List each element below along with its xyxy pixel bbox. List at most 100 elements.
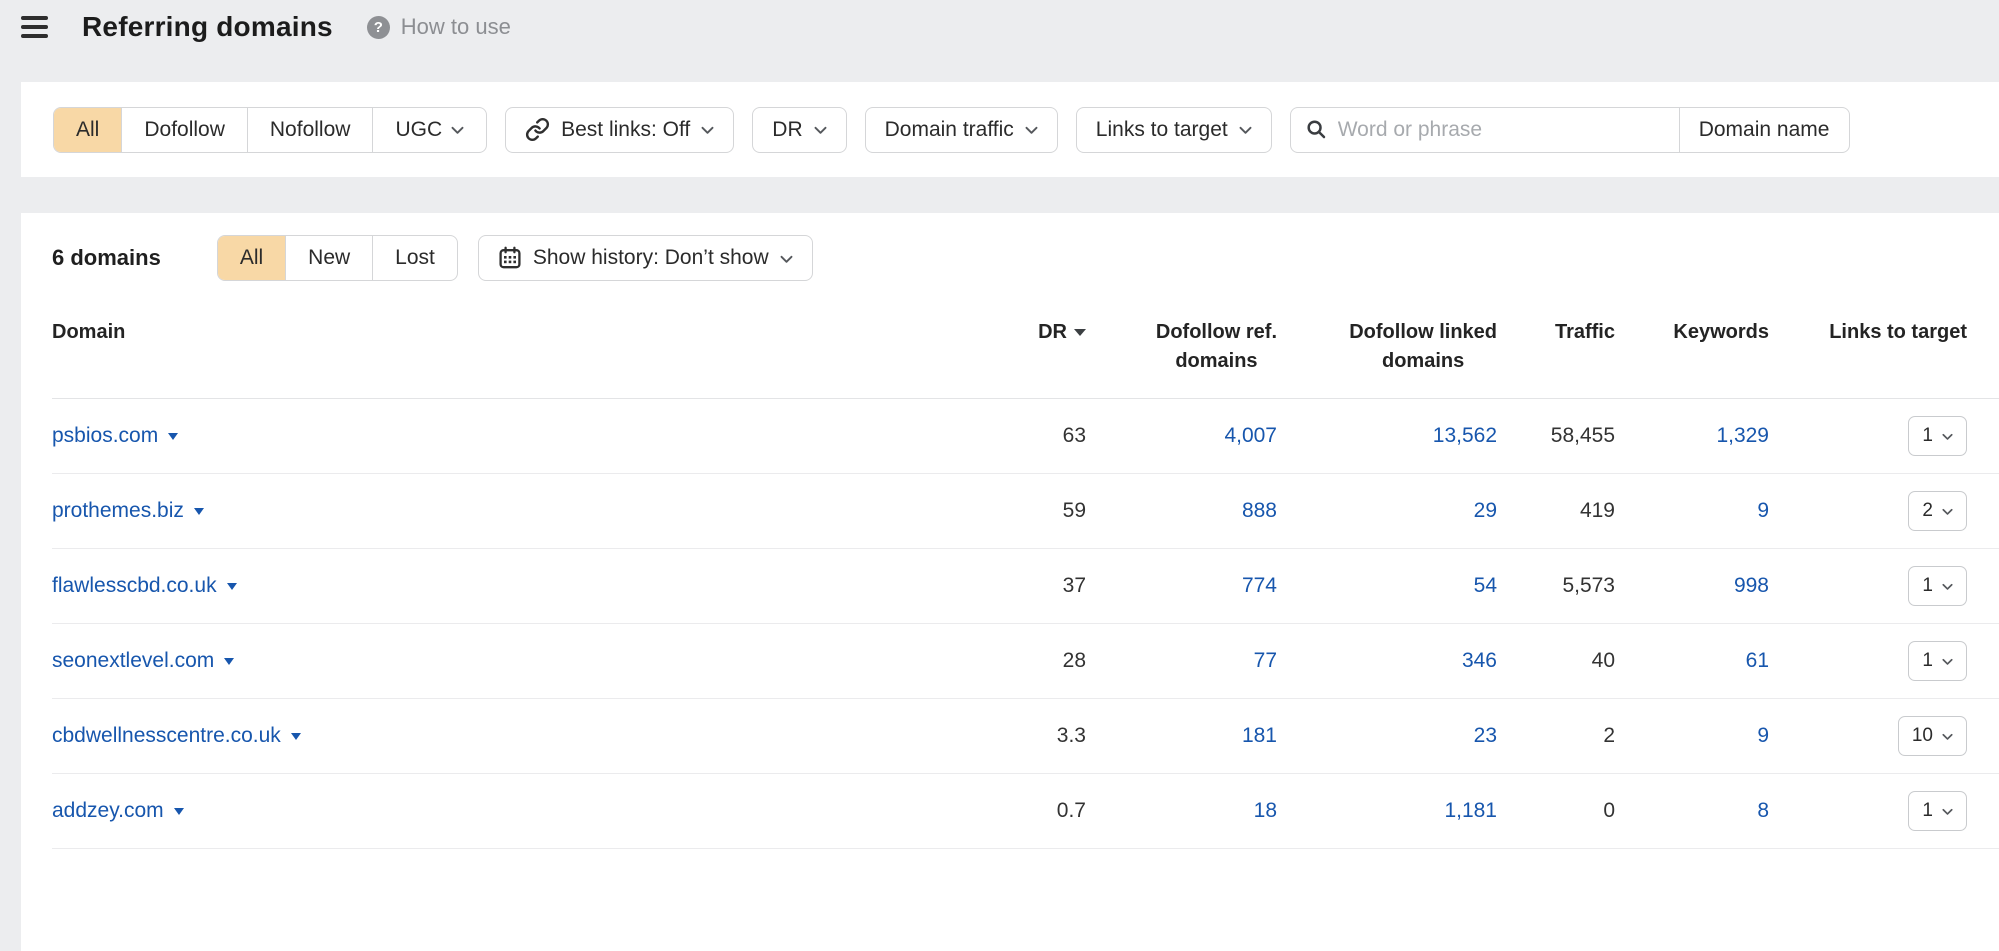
col-header-keywords-label: Keywords	[1673, 321, 1769, 343]
chevron-down-icon	[1942, 583, 1953, 590]
keywords-link[interactable]: 1,329	[1716, 424, 1769, 447]
domain-link[interactable]: seonextlevel.com	[52, 649, 215, 672]
dofollow-linked-domains-link[interactable]: 54	[1473, 574, 1497, 597]
table-header-row: Domain DR Dofollow ref. domains Dofollow …	[52, 318, 1999, 399]
best-links-filter-button[interactable]: Best links: Off	[505, 106, 735, 153]
how-to-use-link[interactable]: ? How to use	[366, 14, 511, 40]
search-target-mode-select[interactable]: Domain name	[1680, 118, 1849, 142]
domain-dropdown-caret-icon[interactable]	[224, 657, 235, 665]
links-to-target-select[interactable]: 1	[1908, 416, 1967, 456]
col-header-traffic[interactable]: Traffic	[1497, 318, 1615, 376]
tab-lost-domains[interactable]: Lost	[372, 236, 457, 280]
keywords-link[interactable]: 998	[1733, 574, 1769, 597]
dr-value: 3.3	[1056, 724, 1086, 747]
domain-dropdown-caret-icon[interactable]	[193, 507, 204, 515]
col-header-keywords[interactable]: Keywords	[1615, 318, 1769, 376]
hamburger-menu-icon[interactable]	[21, 16, 48, 38]
links-to-target-value: 1	[1922, 800, 1933, 821]
chevron-down-icon	[1025, 126, 1038, 134]
links-to-target-select[interactable]: 10	[1897, 716, 1967, 756]
search-input[interactable]	[1337, 117, 1664, 142]
app-header: Referring domains ? How to use	[0, 0, 1999, 54]
best-links-label: Best links: Off	[561, 117, 691, 141]
domain-dropdown-caret-icon[interactable]	[226, 582, 237, 590]
domain-link[interactable]: cbdwellnesscentre.co.uk	[52, 724, 281, 747]
col-header-traffic-label: Traffic	[1554, 321, 1615, 343]
dofollow-linked-domains-link[interactable]: 23	[1473, 724, 1497, 747]
col-header-line2: domains	[1381, 350, 1465, 372]
domain-link[interactable]: addzey.com	[52, 799, 164, 822]
chevron-down-icon	[1942, 808, 1953, 815]
col-header-links-to-target[interactable]: Links to target	[1769, 318, 1967, 376]
chevron-down-icon	[1942, 733, 1953, 740]
tab-ugc-label: UGC	[395, 117, 443, 141]
keywords-link[interactable]: 61	[1745, 649, 1769, 672]
links-to-target-value: 1	[1922, 575, 1933, 596]
links-to-target-select[interactable]: 1	[1908, 566, 1967, 606]
new-lost-segmented: All New Lost	[216, 235, 458, 281]
col-header-domain-label: Domain	[52, 321, 126, 343]
tab-all-domains-label: All	[239, 246, 264, 269]
links-to-target-select[interactable]: 2	[1908, 491, 1967, 531]
keywords-link[interactable]: 9	[1757, 724, 1769, 747]
col-header-dr-label: DR	[1038, 321, 1067, 343]
links-to-target-select[interactable]: 1	[1908, 641, 1967, 681]
help-icon: ?	[366, 15, 390, 39]
traffic-value: 40	[1591, 649, 1615, 672]
chevron-down-icon	[1942, 508, 1953, 515]
traffic-value: 0	[1603, 799, 1615, 822]
chevron-down-icon	[1239, 126, 1252, 134]
keywords-link[interactable]: 9	[1757, 499, 1769, 522]
calendar-icon	[499, 246, 521, 269]
tab-new-domains[interactable]: New	[285, 236, 372, 280]
show-history-button[interactable]: Show history: Don’t show	[477, 235, 813, 281]
table-row: prothemes.biz 59 888 29 419 9 2	[52, 474, 1999, 549]
domain-link[interactable]: prothemes.biz	[52, 499, 184, 522]
how-to-use-label: How to use	[400, 14, 511, 39]
table-row: psbios.com 63 4,007 13,562 58,455 1,329 …	[52, 399, 1999, 474]
tab-dofollow-label: Dofollow	[144, 117, 225, 141]
domain-dropdown-caret-icon[interactable]	[290, 732, 301, 740]
search-box[interactable]	[1291, 117, 1679, 142]
chevron-down-icon	[1942, 658, 1953, 665]
domain-link[interactable]: psbios.com	[52, 424, 159, 447]
col-header-dr[interactable]: DR	[986, 318, 1086, 376]
dofollow-linked-domains-link[interactable]: 13,562	[1432, 424, 1497, 447]
col-header-line1: Dofollow linked	[1349, 321, 1497, 343]
tab-ugc[interactable]: UGC	[372, 107, 486, 152]
dofollow-ref-domains-link[interactable]: 18	[1253, 799, 1277, 822]
search-target-mode-label: Domain name	[1698, 117, 1830, 141]
dofollow-linked-domains-link[interactable]: 1,181	[1444, 799, 1497, 822]
col-header-links-to-target-label: Links to target	[1829, 321, 1967, 343]
links-to-target-value: 1	[1922, 650, 1933, 671]
dofollow-ref-domains-link[interactable]: 774	[1241, 574, 1277, 597]
search-input-group: Domain name	[1289, 106, 1850, 153]
dofollow-linked-domains-link[interactable]: 29	[1473, 499, 1497, 522]
domain-dropdown-caret-icon[interactable]	[168, 432, 179, 440]
dofollow-ref-domains-link[interactable]: 888	[1241, 499, 1277, 522]
col-header-domain[interactable]: Domain	[52, 318, 986, 376]
tab-all-links[interactable]: All	[54, 107, 122, 152]
dr-filter-button[interactable]: DR	[752, 106, 847, 153]
links-to-target-filter-button[interactable]: Links to target	[1075, 106, 1272, 153]
dofollow-linked-domains-link[interactable]: 346	[1461, 649, 1497, 672]
dofollow-ref-domains-link[interactable]: 77	[1253, 649, 1277, 672]
page-title: Referring domains	[82, 11, 333, 42]
links-to-target-select[interactable]: 1	[1908, 791, 1967, 831]
divider	[1678, 107, 1680, 152]
col-header-dofollow-linked-domains[interactable]: Dofollow linked domains	[1277, 318, 1497, 376]
domain-traffic-label: Domain traffic	[884, 117, 1014, 141]
tab-dofollow[interactable]: Dofollow	[121, 107, 247, 152]
table-row: addzey.com 0.7 18 1,181 0 8 1	[52, 774, 1999, 849]
chevron-down-icon	[451, 126, 464, 134]
keywords-link[interactable]: 8	[1757, 799, 1769, 822]
domain-link[interactable]: flawlesscbd.co.uk	[52, 574, 217, 597]
tab-all-domains[interactable]: All	[217, 236, 286, 280]
domain-traffic-filter-button[interactable]: Domain traffic	[864, 106, 1058, 153]
col-header-dofollow-ref-domains[interactable]: Dofollow ref. domains	[1086, 318, 1277, 376]
tab-nofollow[interactable]: Nofollow	[246, 107, 373, 152]
domain-dropdown-caret-icon[interactable]	[173, 807, 184, 815]
search-icon	[1307, 120, 1325, 139]
dofollow-ref-domains-link[interactable]: 4,007	[1224, 424, 1277, 447]
dofollow-ref-domains-link[interactable]: 181	[1241, 724, 1277, 747]
